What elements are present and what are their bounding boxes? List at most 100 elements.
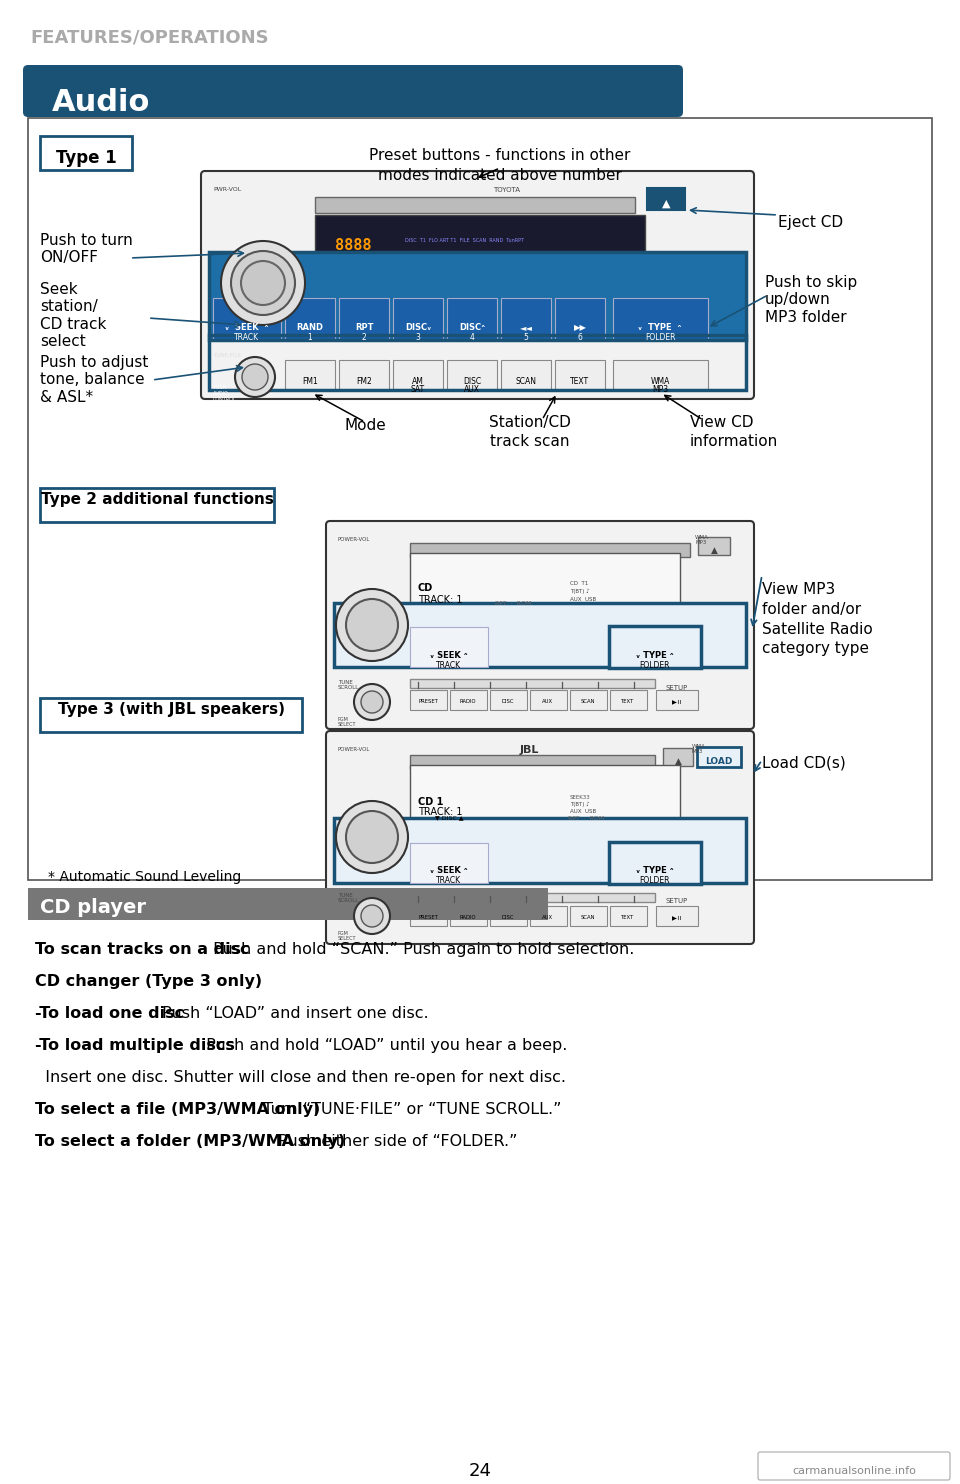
Bar [315,197,635,214]
Circle shape [336,801,408,873]
Text: 8888: 8888 [335,237,372,252]
Text: WMA
MP3: WMA MP3 [692,743,706,754]
Text: LOAD: LOAD [706,757,732,766]
Text: AUX  USB: AUX USB [570,809,596,815]
Text: Seek
station/
CD track
select: Seek station/ CD track select [40,282,107,349]
Text: ▲: ▲ [710,546,717,555]
Text: PGM
SELECT: PGM SELECT [338,717,356,727]
Text: 1: 1 [307,332,312,341]
Text: WMA
MP3: WMA MP3 [695,536,708,545]
Text: DISC  T1  FLO ART T1  FILE  SCAN  RAND  TunRPT: DISC T1 FLO ART T1 FILE SCAN RAND TunRPT [405,237,524,243]
Text: Push to skip
up/down
MP3 folder: Push to skip up/down MP3 folder [765,275,857,325]
Bar [410,755,655,769]
Text: To select a file (MP3/WMA only): To select a file (MP3/WMA only) [35,1103,321,1117]
Text: RPT  ·  ROM: RPT · ROM [495,601,532,605]
Bar [285,298,335,340]
Text: PWR-VOL: PWR-VOL [213,187,241,191]
Bar [410,764,680,821]
Text: ▲: ▲ [661,199,670,209]
Text: To select a folder (MP3/WMA only): To select a folder (MP3/WMA only) [35,1134,346,1149]
Bar [410,907,447,926]
Bar [570,690,607,709]
Text: ᵥ  SEEK  ᶺ: ᵥ SEEK ᶺ [226,324,269,332]
FancyBboxPatch shape [609,841,701,884]
Text: 24: 24 [468,1462,492,1480]
Text: TRACK: 1: TRACK: 1 [418,807,463,818]
Text: CD changer (Type 3 only): CD changer (Type 3 only) [35,974,262,988]
Text: FM1: FM1 [302,377,318,386]
Text: View MP3
folder and/or
Satellite Radio
category type: View MP3 folder and/or Satellite Radio c… [762,582,873,656]
Text: DISCᶺ: DISCᶺ [459,324,485,332]
Text: ᵥ  TYPE  ᶺ: ᵥ TYPE ᶺ [638,324,682,332]
Text: Push to adjust
tone, balance
& ASL*: Push to adjust tone, balance & ASL* [40,355,149,405]
FancyBboxPatch shape [326,521,754,729]
Bar [28,119,932,880]
Text: AM
SAT: AM SAT [411,377,425,395]
Text: FM2: FM2 [356,377,372,386]
Text: CD player: CD player [40,898,146,917]
Text: Mode: Mode [344,418,386,433]
Bar [656,690,698,709]
FancyBboxPatch shape [23,65,683,117]
Text: POWER-VOL: POWER-VOL [338,746,371,752]
Bar [613,361,708,390]
Text: PUSH
AUDIO
CONTROL: PUSH AUDIO CONTROL [213,384,237,402]
Text: DISC: DISC [502,916,515,920]
Text: TUNE-FILE: TUNE-FILE [213,353,241,358]
Text: TRACK: TRACK [437,660,462,669]
Text: TRACK: TRACK [437,876,462,884]
Text: ᵥ SEEK ᶺ: ᵥ SEEK ᶺ [430,651,468,660]
Bar [610,907,647,926]
Bar [334,603,746,666]
Text: PGM
SELECT: PGM SELECT [338,930,356,941]
Text: * Automatic Sound Leveling: * Automatic Sound Leveling [48,870,241,884]
Text: DISCᵥ: DISCᵥ [405,324,431,332]
Bar [450,690,487,709]
Text: ᵥ TYPE ᶺ: ᵥ TYPE ᶺ [636,867,674,876]
Circle shape [354,898,390,933]
Bar [570,907,607,926]
Bar [698,537,730,555]
Text: 5: 5 [523,332,528,341]
Bar [410,554,680,605]
Text: SCAN: SCAN [581,916,595,920]
Bar [410,893,655,902]
Bar [209,335,746,390]
Bar [393,361,443,390]
Text: TEXT: TEXT [621,916,635,920]
Text: CD: CD [418,583,433,594]
Text: TEXT: TEXT [621,699,635,703]
Text: View CD
information: View CD information [690,416,779,448]
Text: TUNE
SCROLL: TUNE SCROLL [338,680,359,690]
Circle shape [361,692,383,712]
Text: TRACK: 1: TRACK: 1 [418,595,463,605]
Text: Turn “TUNE·FILE” or “TUNE SCROLL.”: Turn “TUNE·FILE” or “TUNE SCROLL.” [258,1103,562,1117]
Bar [209,252,746,340]
Text: POWER-VOL: POWER-VOL [338,537,371,542]
Bar [315,215,645,252]
Bar [410,628,488,666]
Circle shape [336,589,408,660]
Bar [209,252,746,340]
Bar [447,361,497,390]
Text: Type 2 additional functions: Type 2 additional functions [40,493,274,508]
Circle shape [242,364,268,390]
Bar [410,690,447,709]
Text: Insert one disc. Shutter will close and then re-open for next disc.: Insert one disc. Shutter will close and … [35,1070,566,1085]
Bar [555,298,605,340]
Text: ▼ DISC ▲: ▼ DISC ▲ [435,815,464,821]
Bar [530,690,567,709]
Text: RPT  ·  RDM: RPT · RDM [568,816,604,821]
Text: ▶·II: ▶·II [672,916,683,920]
Text: AUX: AUX [542,916,554,920]
Text: FOLDER: FOLDER [645,332,675,341]
Text: JBL: JBL [520,745,540,755]
Text: SCAN: SCAN [581,699,595,703]
Bar [656,907,698,926]
Bar [410,843,488,883]
Bar [490,907,527,926]
Text: TOYOTA: TOYOTA [493,187,520,193]
Bar [613,298,708,340]
FancyBboxPatch shape [40,697,302,732]
Circle shape [361,905,383,928]
